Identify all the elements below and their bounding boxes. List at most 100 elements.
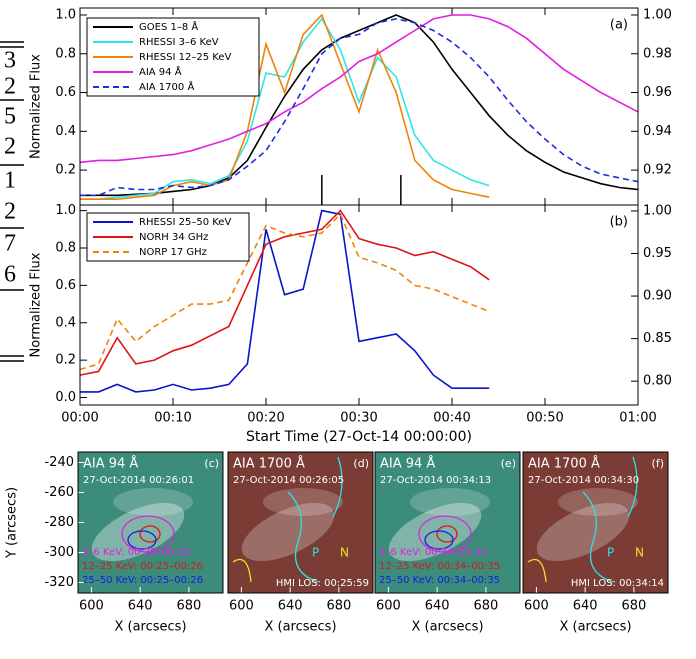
panel-letter: (b)	[610, 215, 628, 230]
polarity-label: N	[635, 546, 644, 560]
y-tick-label: 0.6	[55, 85, 76, 100]
series-line	[80, 18, 639, 197]
legend-label: NORH 34 GHz	[139, 232, 208, 243]
y2-tick-label: 0.85	[643, 331, 672, 346]
y-tick-label: 0.0	[55, 390, 76, 405]
margin-fragment: 2	[4, 199, 16, 225]
x-tick-label: 00:40	[433, 411, 470, 426]
y-tick-label: 0.2	[55, 163, 76, 178]
panel-letter: (e)	[501, 457, 516, 470]
legend-label: GOES 1–8 Å	[139, 20, 198, 33]
contour	[127, 530, 157, 550]
x-axis-label: Start Time (27-Oct-14 00:00:00)	[246, 429, 472, 445]
polarity-label: P	[312, 546, 319, 560]
image-frame	[522, 451, 669, 594]
contour	[287, 491, 319, 583]
legend-label: AIA 1700 Å	[139, 80, 194, 93]
image-timestamp: 27-Oct-2014 00:34:13	[380, 475, 491, 486]
image-legend: 12–25 KeV: 00:34–00:35	[379, 561, 500, 572]
x-tick-label: 00:10	[154, 411, 191, 426]
y-tick-label: 0.8	[55, 240, 76, 255]
margin-rules	[0, 41, 24, 362]
image-structure	[263, 488, 343, 516]
y2-tick-label: 0.80	[643, 374, 672, 389]
image-structure	[558, 488, 638, 516]
image-panel	[228, 452, 373, 593]
image-legend: 3–6 KeV: 00:25–00:25	[82, 547, 190, 558]
x-axis-label: X (arcsecs)	[559, 620, 631, 635]
y-tick-label: 0.4	[55, 124, 76, 139]
x-tick-label: 00:20	[247, 411, 284, 426]
x-axis-label: X (arcsecs)	[411, 620, 483, 635]
margin-fragment: 2	[4, 74, 16, 100]
image-background	[523, 452, 668, 593]
x-tick-label: 600	[524, 599, 549, 614]
legend-label: RHESSI 25–50 KeV	[139, 217, 231, 228]
contour	[424, 530, 454, 550]
image-timestamp: 27-Oct-2014 00:26:05	[233, 475, 344, 486]
panel-letter: (f)	[652, 457, 664, 470]
image-legend: 25–50 KeV: 00:25–00:26	[82, 575, 203, 586]
image-timestamp: 27-Oct-2014 00:34:30	[528, 475, 639, 486]
margin-fragment: 5	[4, 104, 16, 130]
margin-fragment: 7	[4, 231, 16, 257]
image-title: AIA 1700 Å	[528, 456, 600, 472]
margin-fragment: 2	[4, 134, 16, 160]
y-tick-label: 0.4	[55, 315, 76, 330]
contour	[418, 515, 472, 553]
contour	[527, 558, 547, 583]
y2-tick-label: 0.95	[643, 246, 672, 261]
image-panel	[375, 452, 520, 593]
series-line	[79, 212, 490, 371]
x-tick-label: 640	[425, 599, 450, 614]
y-tick-label: 0.8	[55, 46, 76, 61]
panel-letter: (d)	[353, 457, 369, 470]
y-tick-label: -320	[44, 575, 74, 590]
image-legend: 12–25 KeV: 00:25–00:26	[82, 561, 203, 572]
y-tick-label: 1.0	[55, 7, 76, 22]
image-title: AIA 94 Å	[83, 456, 138, 472]
x-axis-label: X (arcsecs)	[114, 620, 186, 635]
image-legend: 25–50 KeV: 00:34–00:35	[379, 575, 500, 586]
y-axis-label: Y (arcsecs)	[5, 487, 20, 559]
image-frame	[374, 451, 521, 594]
margin-fragment: 3	[4, 48, 16, 74]
y-tick-label: 0.6	[55, 278, 76, 293]
image-title: AIA 94 Å	[380, 456, 435, 472]
image-structure	[113, 488, 193, 516]
x-tick-label: 680	[176, 599, 201, 614]
series-line	[79, 14, 639, 164]
y-tick-label: -240	[44, 455, 74, 470]
y2-tick-label: 0.98	[643, 46, 672, 61]
x-tick-label: 600	[376, 599, 401, 614]
image-structure	[241, 502, 335, 562]
image-legend: 3–6 KeV: 00:34–00:35	[379, 547, 487, 558]
image-note: HMI LOS: 00:34:14	[571, 578, 664, 589]
contour	[139, 525, 161, 543]
legend-label: RHESSI 3–6 KeV	[139, 37, 219, 48]
y-tick-label: -300	[44, 545, 74, 560]
y2-tick-label: 1.00	[643, 7, 672, 22]
panel-letter: (c)	[204, 457, 219, 470]
y2-tick-label: 1.00	[643, 203, 672, 218]
legend-label: AIA 94 Å	[139, 65, 182, 78]
x-tick-label: 640	[573, 599, 598, 614]
image-timestamp: 27-Oct-2014 00:26:01	[83, 475, 194, 486]
x-tick-label: 680	[621, 599, 646, 614]
y-axis-label: Normalized Flux	[29, 252, 44, 357]
series-line	[80, 13, 490, 200]
image-structure	[536, 502, 630, 562]
image-background	[78, 452, 223, 593]
polarity-label: N	[340, 546, 349, 560]
y-tick-label: -280	[44, 515, 74, 530]
margin-fragment: 6	[4, 262, 16, 288]
x-tick-label: 640	[128, 599, 153, 614]
x-tick-label: 600	[229, 599, 254, 614]
image-frame	[227, 451, 374, 594]
x-tick-label: 00:50	[526, 411, 563, 426]
x-tick-label: 640	[278, 599, 303, 614]
x-tick-label: 680	[473, 599, 498, 614]
image-title: AIA 1700 Å	[233, 456, 305, 472]
contour	[436, 525, 458, 543]
